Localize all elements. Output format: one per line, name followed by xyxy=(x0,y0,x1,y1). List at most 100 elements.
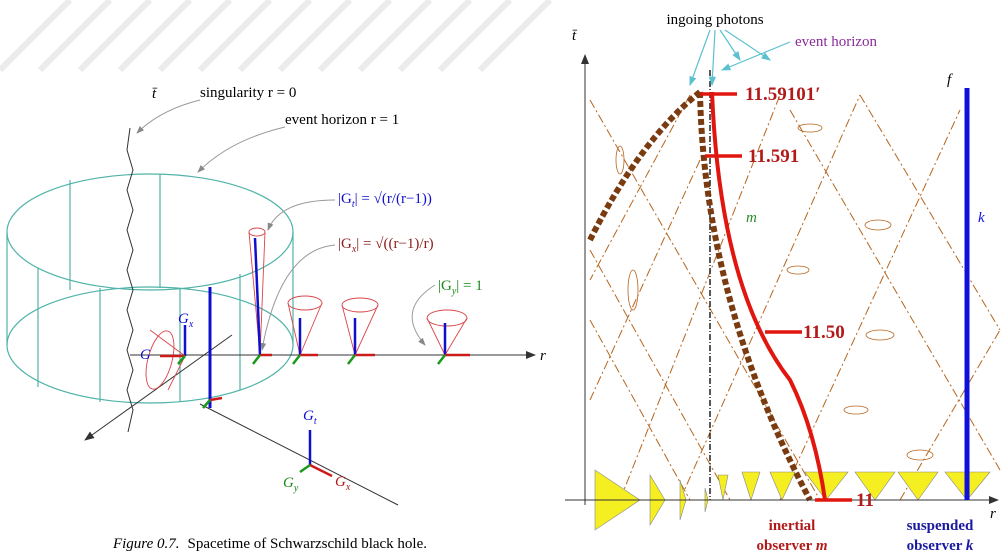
r-axis-label: r xyxy=(990,506,996,522)
gy-formula-part: |G xyxy=(438,278,452,294)
inertial-observer-label: inertial xyxy=(769,518,816,534)
yellow-cones-part xyxy=(770,472,795,500)
photon-arrows-part xyxy=(712,30,715,85)
gy-formula: |Gy| = 1 xyxy=(438,278,483,297)
light-cones xyxy=(141,228,467,392)
proper-time-label: 11.59101′ xyxy=(745,84,821,105)
gt-formula: |Gt| = √(r/(r−1)) xyxy=(338,191,432,210)
callout-arrows-part xyxy=(137,100,200,133)
worldline-k-label: k xyxy=(978,210,985,226)
singularity-line xyxy=(127,128,133,432)
frame-gy-label-part: y xyxy=(293,483,299,494)
watermark-stripes-part xyxy=(480,0,550,70)
photons-label: ingoing photons xyxy=(666,12,763,28)
watermark-stripes-part xyxy=(40,0,110,70)
gx-formula: |Gx| = √((r−1)/r) xyxy=(338,236,434,255)
frames-part-part xyxy=(300,465,310,472)
event-horizon-label: event horizon r = 1 xyxy=(285,112,399,128)
light-cones-part xyxy=(427,310,467,326)
small-cones-part xyxy=(907,450,933,460)
frames-part-part xyxy=(255,238,260,355)
right-axes xyxy=(565,55,998,505)
frame-gt-label-part: G xyxy=(303,408,314,424)
inertial-observer-label-part: observer xyxy=(757,538,813,554)
axes-part xyxy=(200,404,398,505)
watermark-stripes-part xyxy=(320,0,390,70)
frames-part-part xyxy=(348,355,355,364)
frames xyxy=(160,238,470,476)
time-axis-label: t̄ xyxy=(572,28,578,44)
gy-formula-part: | = 1 xyxy=(456,278,482,294)
caption: Figure 0.7. Spacetime of Schwarzschild bl… xyxy=(112,536,427,552)
horizon-lines xyxy=(590,70,810,500)
photon-arrows-part xyxy=(722,42,790,70)
suspended-observer-label: suspended xyxy=(907,518,974,534)
r-axis-label: r xyxy=(540,348,546,364)
worldline-f-label: f xyxy=(947,72,953,88)
inertial-observer-label: observer m xyxy=(757,538,828,554)
callout-arrows-part xyxy=(412,285,435,345)
light-cones-part xyxy=(427,318,445,355)
watermark-stripes-part xyxy=(440,0,510,70)
horizon-lines-part xyxy=(590,92,700,240)
watermark-stripes-part xyxy=(120,0,190,70)
frame-gt-label: Gt xyxy=(303,408,317,427)
frames-part-part xyxy=(253,355,260,364)
frames-part-part xyxy=(293,355,300,364)
light-cones-part xyxy=(342,298,378,312)
light-cones-part xyxy=(342,305,355,355)
small-cones-part xyxy=(798,124,822,132)
callout-arrows-part xyxy=(262,245,335,350)
frame-gt-label-part: t xyxy=(314,416,317,427)
watermark-stripes-part xyxy=(200,0,270,70)
caption-part: Figure 0.7. xyxy=(112,536,180,552)
suspended-observer-label-part: k xyxy=(966,538,974,554)
small-cones-part xyxy=(628,270,638,310)
photon-arrows-part xyxy=(725,30,770,60)
light-ray-lines-part xyxy=(590,95,690,280)
frame-gx-label: Gx xyxy=(335,474,351,493)
time-axis-label: t̄ xyxy=(152,86,158,102)
caption-part: Spacetime of Schwarzschild black hole. xyxy=(188,536,428,552)
event-horizon-cylinder-part xyxy=(7,287,293,403)
inertial-observer-label-part: m xyxy=(816,538,828,554)
frame-gx-label-part: G xyxy=(335,474,346,490)
watermark-stripes-part xyxy=(0,0,70,70)
photon-arrows-part xyxy=(720,30,740,60)
suspended-observer-label: observer k xyxy=(907,538,974,554)
small-cones-part xyxy=(844,406,868,414)
gt-formula-part: |G xyxy=(338,191,352,207)
small-cones xyxy=(616,124,933,460)
event-horizon-cylinder xyxy=(7,174,293,403)
light-cones-part xyxy=(288,303,300,355)
cone-gx-label-part: x xyxy=(188,319,194,330)
proper-time-label: 11.591 xyxy=(748,146,799,167)
event-horizon-cylinder-part xyxy=(7,174,293,290)
watermark-stripes-part xyxy=(280,0,350,70)
light-ray-lines-part xyxy=(590,320,690,500)
watermark-stripes-part xyxy=(80,0,150,70)
frame-gy-label-part: G xyxy=(283,475,294,491)
worldline-m-label: m xyxy=(746,210,757,226)
event-horizon-label: event horizon xyxy=(795,34,878,50)
watermark-stripes-part xyxy=(160,0,230,70)
photon-arrows-part xyxy=(690,30,710,85)
yellow-cones-part xyxy=(898,472,938,500)
watermark-stripes xyxy=(0,0,550,70)
frame-gx-label-part: x xyxy=(345,482,351,493)
watermark-stripes-part xyxy=(400,0,470,70)
page: t̄ singularity r = 0 event horizon r = 1… xyxy=(0,0,1003,556)
light-cones-part xyxy=(300,303,322,355)
yellow-cones-part xyxy=(718,475,728,500)
light-cones-part xyxy=(249,228,265,236)
light-ray-lines-part xyxy=(780,110,960,500)
small-cones-part xyxy=(616,146,624,174)
light-cones-part xyxy=(355,305,378,355)
watermark-stripes-part xyxy=(240,0,310,70)
yellow-cones-part xyxy=(742,472,760,500)
callout-arrows-part xyxy=(268,200,335,230)
photon-arrows xyxy=(690,30,790,85)
gx-formula-part: | = √((r−1)/r) xyxy=(356,236,433,252)
callout-arrows-part xyxy=(198,127,285,172)
frames-part-part xyxy=(210,398,222,400)
